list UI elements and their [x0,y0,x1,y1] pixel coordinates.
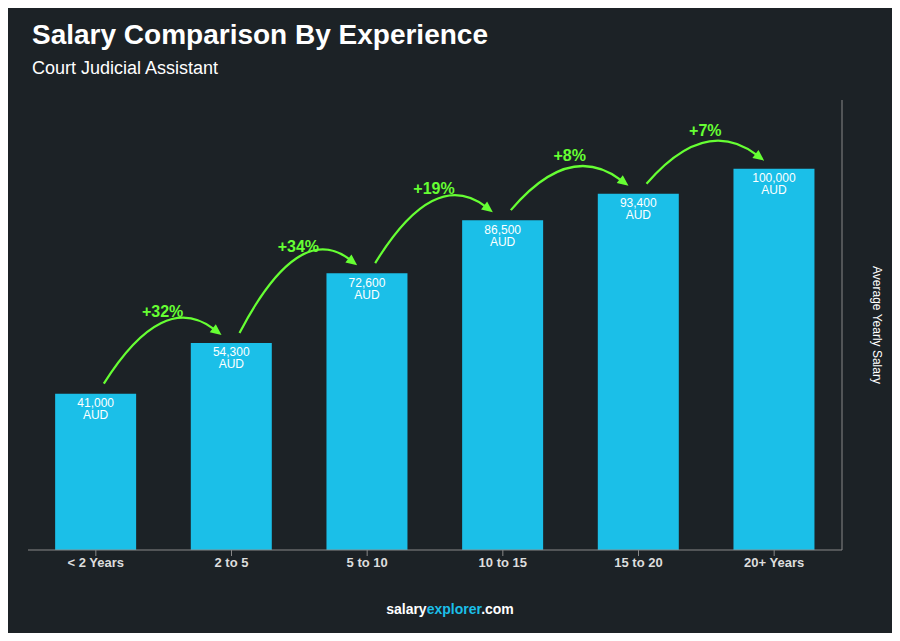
html-text:salary explorer.com: salary explorer.com [386,601,514,617]
svg-text:5 to 10: 5 to 10 [347,555,388,570]
svg-text:+7%: +7% [689,122,721,139]
svg-text:100,000AUD: 100,000AUD [752,171,796,197]
html-text:Court Judicial Assistant: Court Judicial Assistant [32,58,219,78]
svg-text:+32%: +32% [142,303,183,320]
svg-text:Average Yearly Salary: Average Yearly Salary [870,266,884,384]
svg-text:86,500AUD: 86,500AUD [484,223,521,249]
svg-text:72,600AUD: 72,600AUD [349,276,386,302]
svg-text:20+ Years: 20+ Years [744,555,804,570]
svg-text:< 2 Years: < 2 Years [68,555,125,570]
svg-text:2 to 5: 2 to 5 [215,555,249,570]
svg-text:54,300AUD: 54,300AUD [213,345,250,371]
svg-text:+34%: +34% [278,238,319,255]
svg-text:+8%: +8% [553,147,585,164]
svg-text:93,400AUD: 93,400AUD [620,196,657,222]
svg-text:15 to 20: 15 to 20 [614,555,662,570]
html-text:Salary Comparison By Experienc: Salary Comparison By Experience [32,19,488,50]
svg-text:41,000AUD: 41,000AUD [77,396,114,422]
svg-text:+19%: +19% [413,180,454,197]
svg-text:10 to 15: 10 to 15 [479,555,527,570]
